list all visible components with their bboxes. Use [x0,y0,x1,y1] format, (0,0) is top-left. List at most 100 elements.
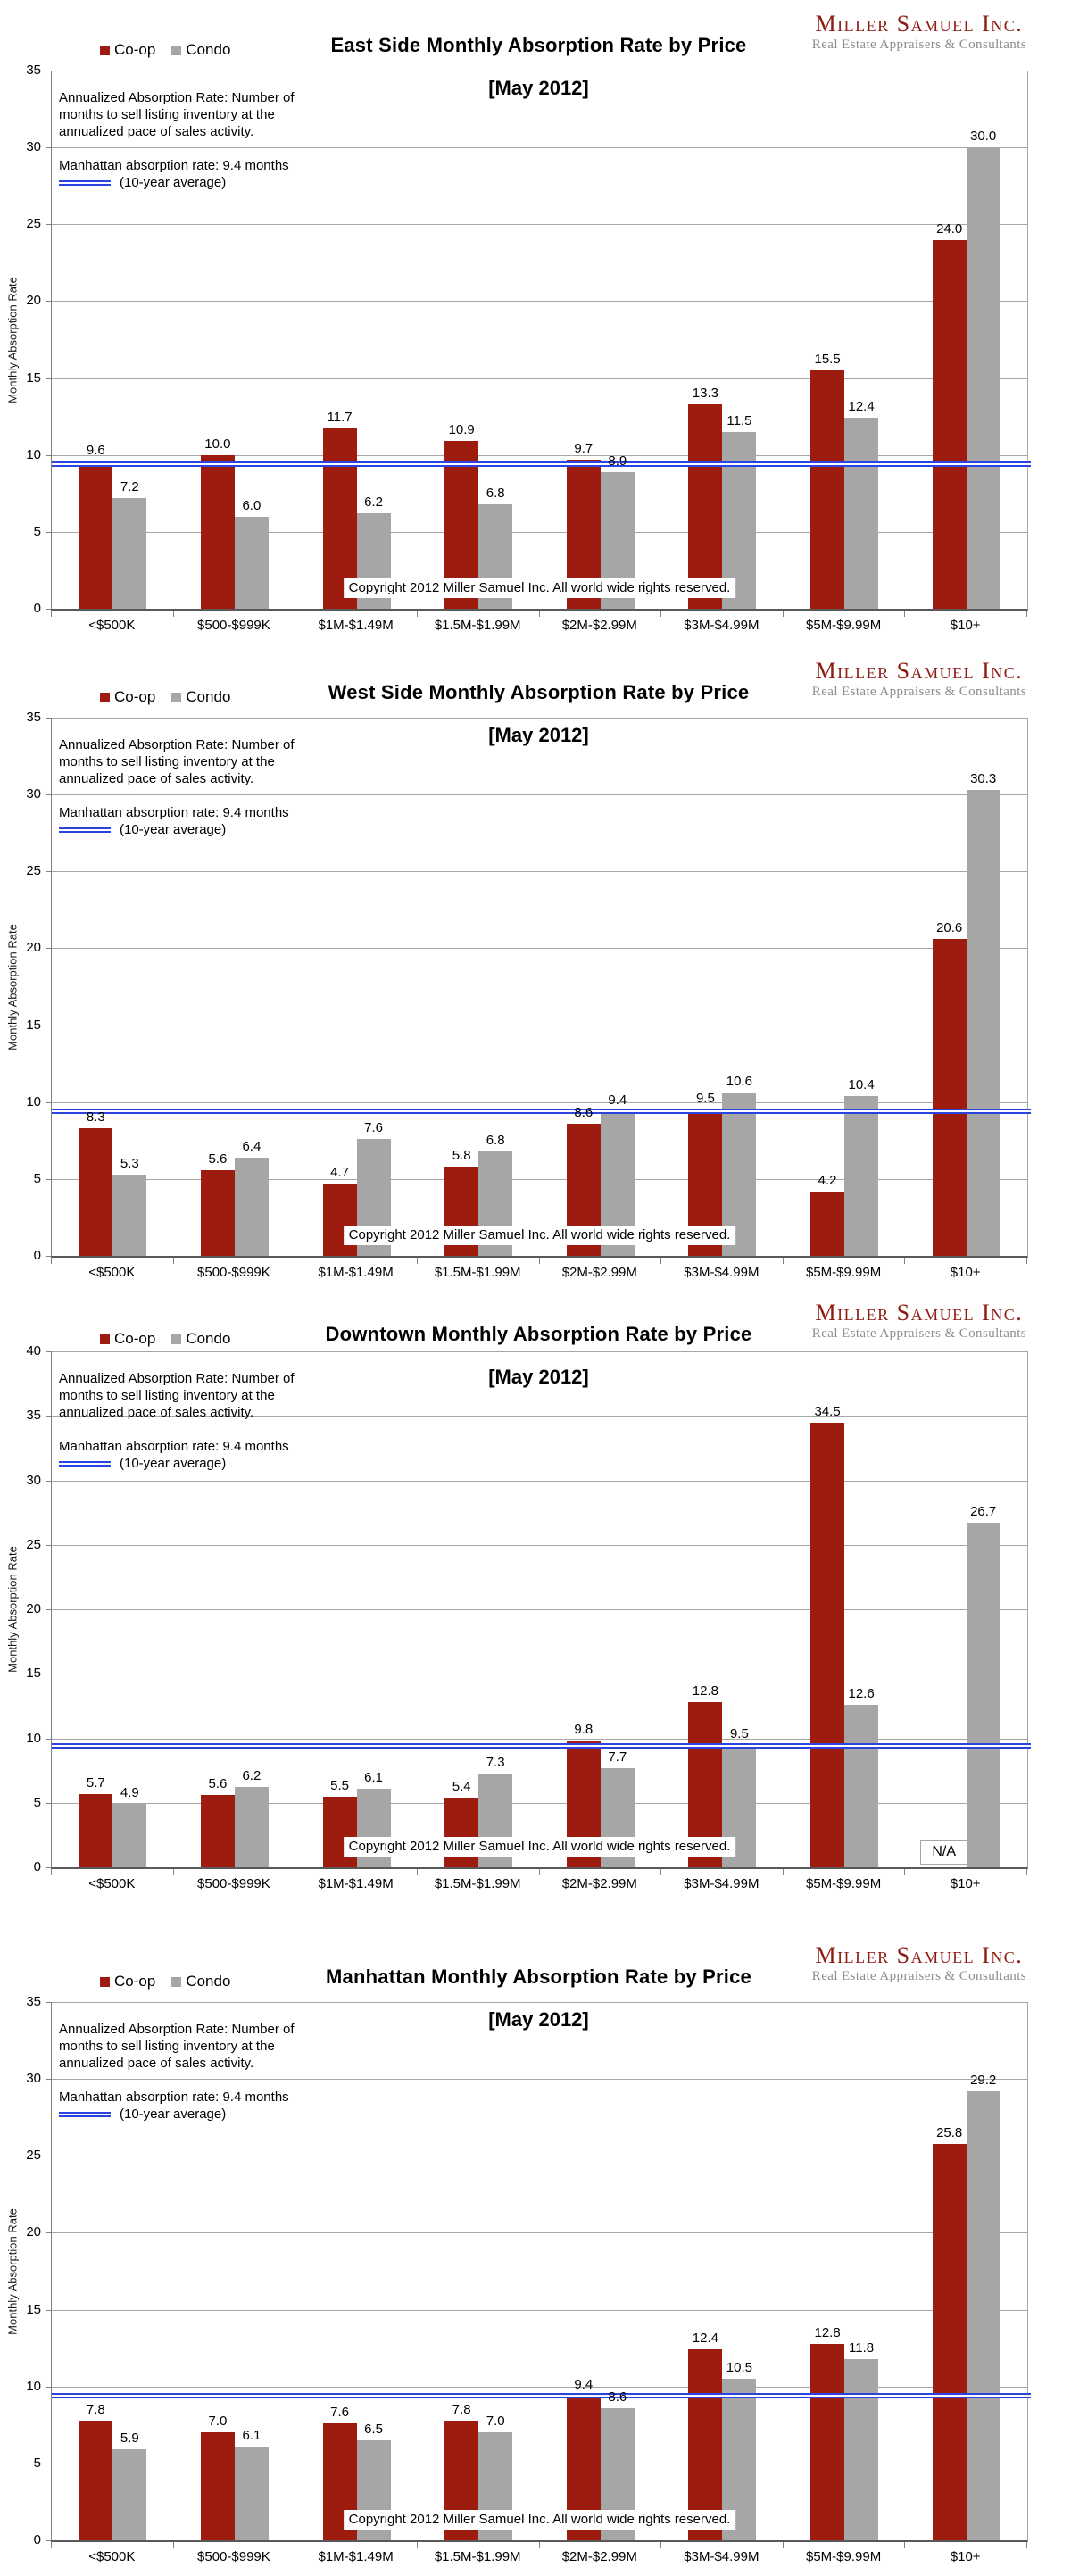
y-axis-tick-label: 10 [26,1730,41,1746]
legend-item-coop: Co-op [100,41,155,59]
gridline [52,454,1027,456]
x-axis-label: $2M-$2.99M [561,1265,637,1280]
copyright-note: Copyright 2012 Miller Samuel Inc. All wo… [343,1837,736,1857]
bar-value-label: 11.8 [849,2339,875,2356]
x-tick-mark [1026,611,1027,617]
bar-value-label: 7.0 [486,2414,505,2430]
bar-value-label: 11.7 [327,410,353,426]
bar-value-label: 5.7 [86,1774,105,1791]
legend-coop-label: Co-op [114,688,156,705]
bar-value-label: 8.6 [574,1104,594,1120]
bar-value-label: 6.0 [242,497,262,513]
plot-area: Annualized Absorption Rate: Number of mo… [51,718,1031,1258]
y-tick-mark [46,1738,51,1740]
x-axis-label: $500-$999K [197,1265,270,1280]
x-tick-mark [904,1258,906,1264]
x-axis-label: $1M-$1.49M [318,1265,394,1280]
plot-area: Annualized Absorption Rate: Number of mo… [51,1351,1031,1869]
x-tick-mark [538,2542,540,2548]
legend-item-condo: Condo [171,1973,230,1990]
reference-line-swatch-icon [59,1460,111,1467]
reference-line-annotation-line2: (10-year average) [120,1456,227,1471]
gridline [52,718,1027,719]
y-axis-tick-label: 35 [26,1408,41,1424]
logo-tagline: Real Estate Appraisers & Consultants [811,37,1026,52]
bar-value-label: 10.6 [726,1074,752,1090]
chart-legend: Co-op Condo [100,1330,230,1348]
bar-value-label: 7.6 [330,2405,350,2421]
bar-value-label: 8.3 [86,1109,105,1125]
bar-coop [810,2343,845,2540]
x-tick-mark [660,1258,662,1264]
bar-value-label: 12.8 [692,1683,718,1699]
y-tick-mark [46,1802,51,1804]
y-tick-mark [46,378,51,379]
bar-coop [932,239,967,609]
x-axis-label: <$500K [88,618,136,633]
x-tick-mark [416,2542,418,2548]
bar-value-label: 5.3 [120,1155,139,1171]
bar-coop [810,1191,845,1256]
bar-value-label: 4.2 [818,1172,837,1188]
y-tick-mark [46,1256,51,1257]
bar-coop [932,939,967,1256]
reference-line-annotation-line1: Manhattan absorption rate: 9.4 months [59,158,289,173]
bar-value-label: 6.5 [364,2422,384,2437]
y-tick-mark [46,454,51,456]
bar-value-label: 12.6 [848,1685,875,1701]
x-axis-label: $2M-$2.99M [561,2549,637,2564]
y-axis-tick-label: 15 [26,2301,41,2317]
legend-condo-label: Condo [186,688,231,705]
bar-value-label: 7.8 [452,2401,471,2417]
bar-value-label: 9.5 [695,1091,715,1107]
legend-item-coop: Co-op [100,1330,155,1348]
reference-line-annotation-line2: (10-year average) [120,175,227,190]
x-tick-mark [538,611,540,617]
logo-tagline: Real Estate Appraisers & Consultants [811,685,1026,699]
y-tick-mark [46,301,51,303]
gridline [52,1609,1027,1610]
bar-condo [844,418,879,609]
miller-samuel-logo: Miller Samuel Inc. Real Estate Appraiser… [812,12,1026,53]
miller-samuel-logo: Miller Samuel Inc. Real Estate Appraiser… [812,1943,1026,1984]
y-axis-tick-label: 10 [26,2378,41,2394]
x-axis-label: $1.5M-$1.99M [434,1876,521,1891]
condo-swatch-icon [171,692,182,702]
y-tick-mark [46,1544,51,1546]
x-axis-label: $10+ [950,1265,981,1280]
bar-value-label: 4.7 [330,1165,350,1180]
legend-condo-label: Condo [186,1330,231,1347]
bar-coop [200,1795,235,1867]
logo-name: Miller Samuel Inc. [815,11,1024,37]
definition-annotation: Annualized Absorption Rate: Number of mo… [59,1371,295,1420]
gridline [52,1480,1027,1482]
y-axis-tick-label: 25 [26,863,41,879]
y-tick-mark [46,1178,51,1180]
y-tick-mark [46,948,51,950]
gridline [52,301,1027,303]
bar-coop [200,1169,235,1256]
y-axis-tick-label: 35 [26,710,41,725]
bar-condo [844,1704,879,1867]
reference-line-annotation: Manhattan absorption rate: 9.4 months (1… [59,804,353,838]
x-axis-label: $500-$999K [197,2549,270,2564]
definition-annotation: Annualized Absorption Rate: Number of mo… [59,737,295,786]
y-axis-tick-label: 5 [33,523,41,539]
bar-value-label: 6.8 [486,485,505,501]
bar-condo [966,2090,1000,2540]
reference-line-annotation: Manhattan absorption rate: 9.4 months (1… [59,1438,353,1472]
reference-line [52,2393,1031,2399]
bar-value-label: 9.8 [574,1722,594,1738]
y-axis-tick-label: 30 [26,2071,41,2087]
gridline [52,1416,1027,1417]
reference-line-annotation-line1: Manhattan absorption rate: 9.4 months [59,2090,289,2105]
x-axis-label: $5M-$9.99M [805,618,882,633]
gridline [52,2079,1027,2081]
bar-value-label: 9.4 [574,2377,594,2393]
y-tick-mark [46,2002,51,2003]
bar-value-label: 10.9 [448,422,475,438]
y-axis-tick-label: 25 [26,2148,41,2164]
chart-title: Downtown Monthly Absorption Rate by Pric… [325,1323,752,1345]
x-axis-label: $2M-$2.99M [561,1876,637,1891]
